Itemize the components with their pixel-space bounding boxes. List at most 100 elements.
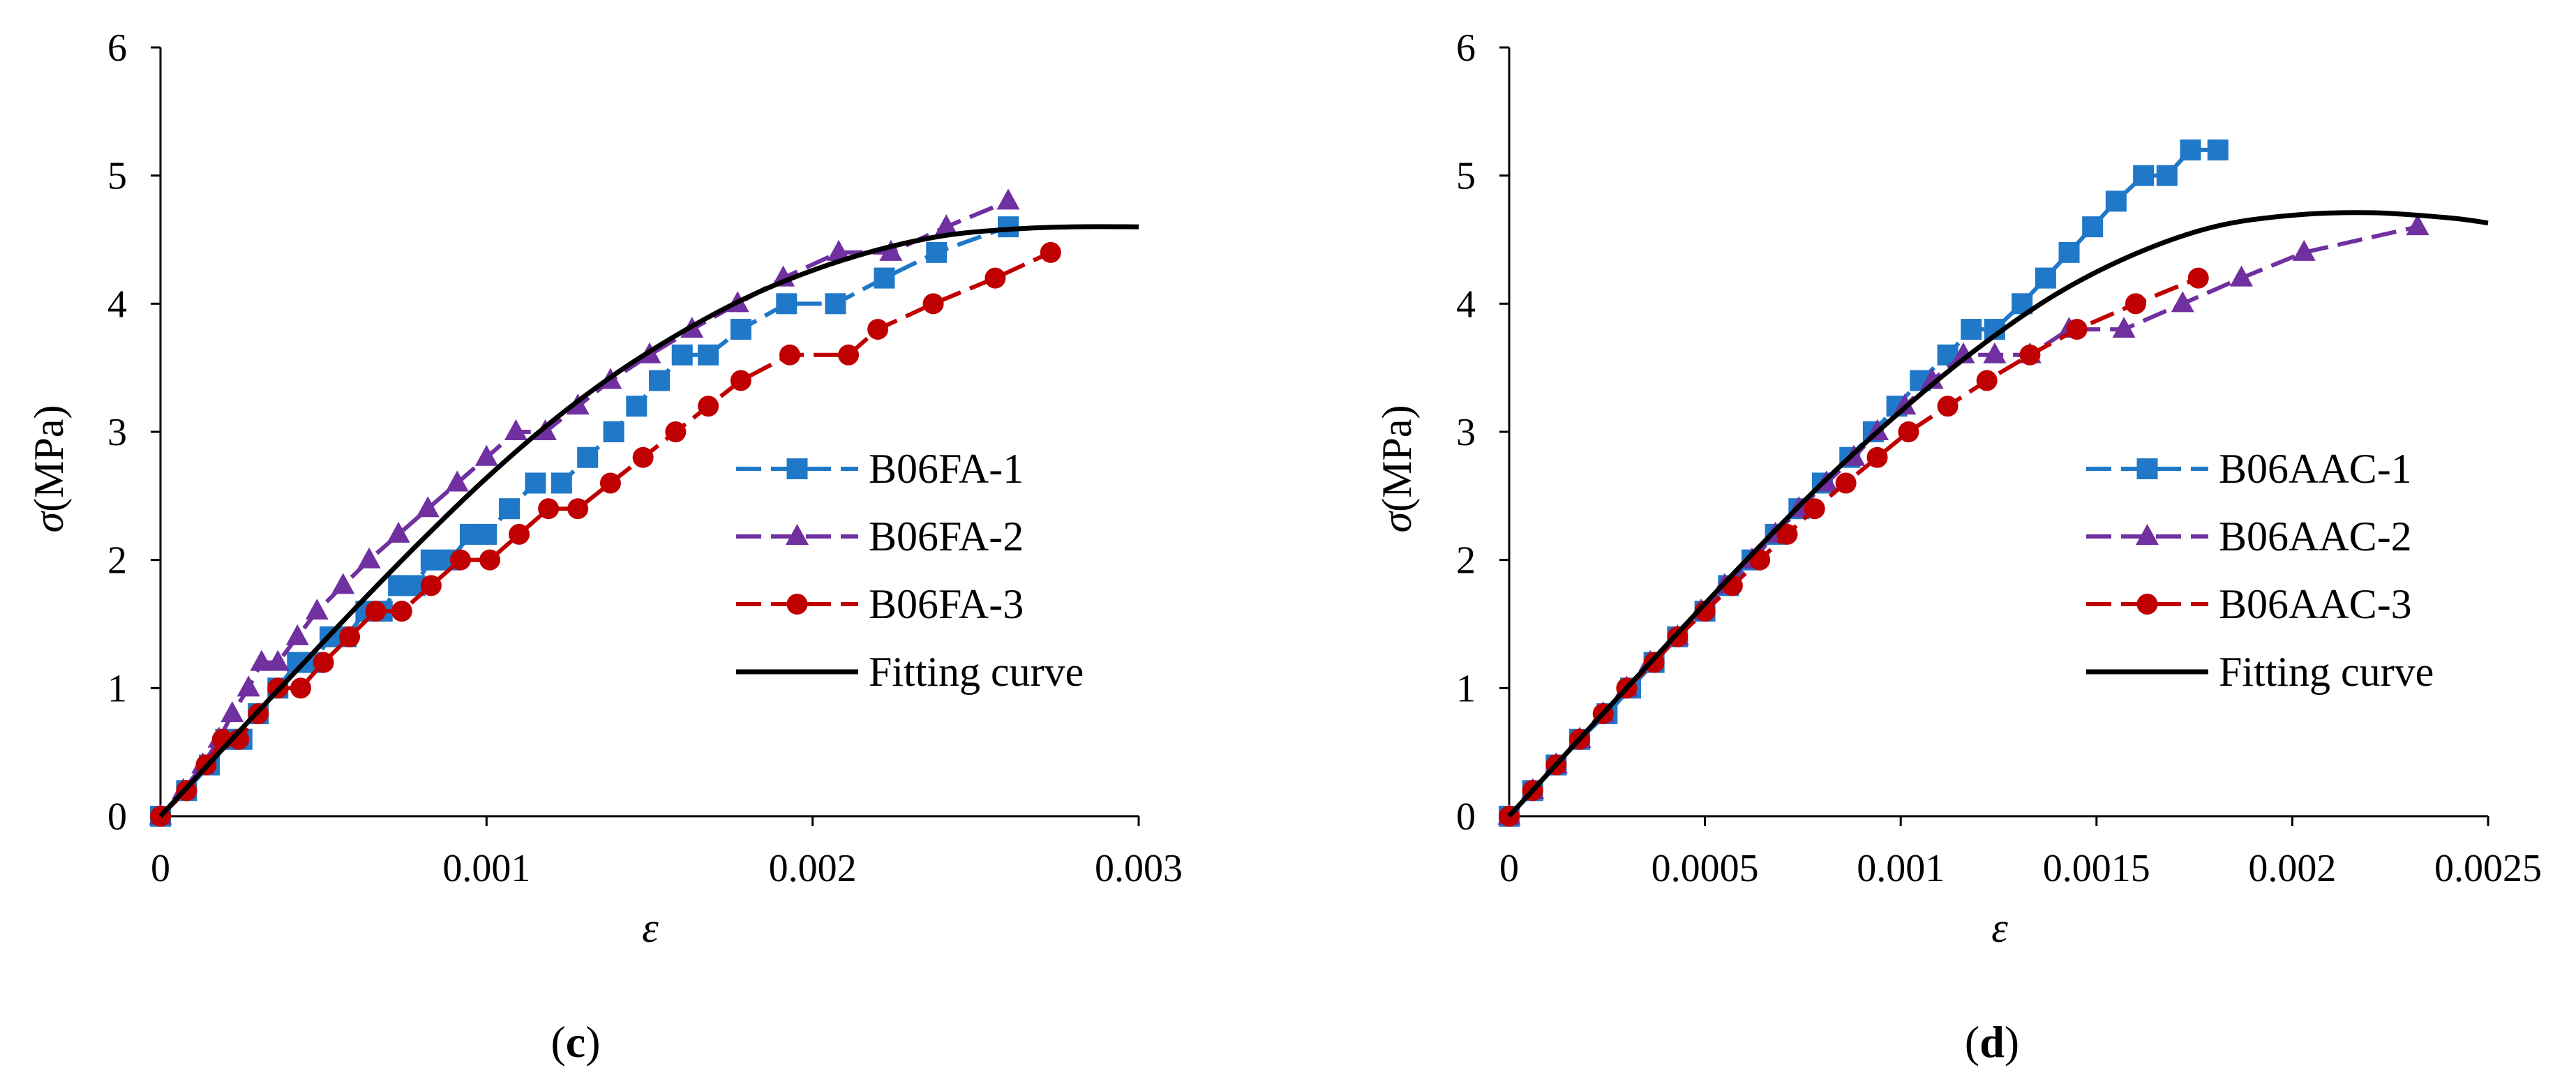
- data-point: [1898, 421, 1919, 442]
- y-tick-labels-d: 0 1 2 3 4 5 6: [1456, 27, 1476, 839]
- data-point: [1937, 396, 1959, 417]
- data-point: [698, 344, 719, 366]
- data-point: [776, 293, 797, 315]
- data-point: [2180, 139, 2201, 160]
- data-point: [2066, 319, 2088, 340]
- legend-label-fitting-curve: Fitting curve: [2219, 649, 2434, 695]
- data-point: [285, 624, 309, 645]
- data-point: [599, 472, 621, 494]
- data-point: [934, 214, 958, 236]
- data-point: [2035, 267, 2056, 289]
- data-point: [626, 396, 647, 417]
- data-point: [1952, 342, 1975, 363]
- y-tick-label: 0: [107, 795, 127, 839]
- x-tick-label: 0.002: [2248, 847, 2336, 890]
- y-tick-label: 2: [107, 539, 127, 583]
- data-point: [474, 444, 498, 466]
- data-point: [1961, 319, 1982, 340]
- chart-c: (c) ε σ(MPa) 0 1 2 3 4 5 6 0 0.001 0.002…: [26, 27, 1183, 1067]
- data-point: [331, 573, 355, 594]
- x-tick-label: 0.002: [769, 847, 857, 890]
- panel-caption-d: (d): [1965, 1017, 2019, 1067]
- data-point: [2058, 241, 2080, 263]
- legend-marker: [786, 524, 809, 545]
- legend-d: B06AAC-1 B06AAC-2 B06AAC-3 Fitting curve: [2219, 446, 2434, 695]
- legend-swatch: [2086, 524, 2208, 545]
- data-point: [922, 293, 944, 315]
- y-tick-label: 3: [107, 411, 127, 454]
- series-fitting-curve: [158, 224, 1139, 818]
- y-tick-label: 4: [1456, 283, 1476, 326]
- data-point: [2292, 239, 2316, 261]
- data-point: [2019, 344, 2041, 366]
- data-point: [305, 599, 329, 620]
- data-point: [632, 446, 654, 468]
- legend-marker: [2136, 458, 2158, 479]
- y-tick-label: 2: [1456, 539, 1476, 583]
- data-point: [476, 523, 497, 545]
- data-point: [479, 549, 501, 571]
- data-point: [387, 521, 410, 543]
- chart-d: (d) ε σ(MPa) 0 1 2 3 4 5 6 0 0.0005 0.00…: [1374, 27, 2542, 1067]
- legend-swatch: [736, 594, 858, 615]
- data-point: [290, 677, 311, 699]
- data-point: [416, 496, 440, 518]
- y-tick-label: 6: [1456, 27, 1476, 70]
- data-point: [825, 293, 846, 315]
- legend-label-b06fa-2: B06FA-2: [869, 513, 1024, 559]
- data-point: [2112, 317, 2136, 338]
- data-point: [1776, 523, 1798, 545]
- legend-label-b06fa-3: B06FA-3: [869, 581, 1024, 627]
- legend-label-b06aac-1: B06AAC-1: [2219, 446, 2412, 492]
- data-point: [509, 523, 530, 545]
- y-tick-labels-c: 0 1 2 3 4 5 6: [107, 27, 127, 839]
- data-point: [313, 652, 334, 673]
- data-point: [1920, 368, 1944, 389]
- data-point: [1976, 370, 1998, 391]
- y-axis-label-c: σ(MPa): [26, 405, 72, 533]
- series-line: [158, 224, 1139, 818]
- data-point: [1893, 393, 1917, 415]
- data-point: [2229, 265, 2253, 287]
- legend-c: B06FA-1 B06FA-2 B06FA-3 Fitting curve: [869, 446, 1084, 695]
- data-point: [2105, 190, 2127, 212]
- data-point: [779, 344, 800, 366]
- data-point: [671, 344, 693, 366]
- data-point: [551, 472, 572, 494]
- data-point: [237, 675, 260, 697]
- data-point: [2207, 139, 2229, 160]
- data-point: [2082, 216, 2104, 238]
- data-point: [449, 549, 471, 571]
- series-line: [1507, 276, 2199, 818]
- y-tick-label: 1: [1456, 667, 1476, 710]
- series-fitting-curve: [1507, 210, 2489, 818]
- legend-label-b06aac-3: B06AAC-3: [2219, 581, 2412, 627]
- legend-swatch: [736, 524, 858, 545]
- y-tick-label: 4: [107, 283, 127, 326]
- y-tick-label: 5: [1456, 155, 1476, 198]
- legend-marker: [786, 458, 808, 479]
- data-point: [603, 421, 624, 442]
- data-point: [1835, 472, 1857, 494]
- data-point: [567, 498, 589, 520]
- data-point: [365, 601, 387, 622]
- data-point: [867, 319, 889, 340]
- legend-swatch: [2086, 594, 2208, 615]
- data-point: [250, 649, 274, 671]
- legend-marker: [786, 594, 808, 615]
- data-point: [538, 498, 560, 520]
- x-axis-label-c: ε: [642, 905, 659, 951]
- x-tick-labels-d: 0 0.0005 0.001 0.0015 0.002 0.0025: [1499, 847, 2542, 890]
- data-point: [2187, 267, 2209, 289]
- data-point: [926, 241, 948, 263]
- data-point: [879, 239, 903, 261]
- data-point: [984, 267, 1006, 289]
- data-point: [827, 239, 851, 261]
- data-point: [730, 319, 751, 340]
- legend-swatch: [736, 458, 858, 479]
- data-point: [2406, 214, 2429, 236]
- x-tick-label: 0: [151, 847, 170, 890]
- legend-marker: [2136, 594, 2158, 615]
- data-point: [838, 344, 860, 366]
